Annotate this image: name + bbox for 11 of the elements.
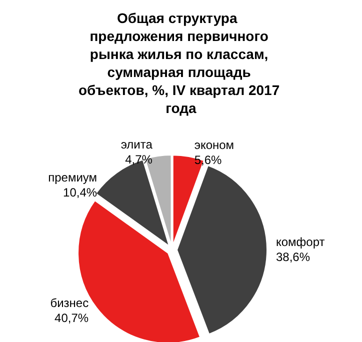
data-label: 40,7% (54, 310, 89, 325)
slice-label: бизнес (50, 296, 89, 310)
chart-title: Общая структура предложения первичного рынка жилья по классам, суммарная площадь объектов, %, IV квартал 2017 года (78, 10, 284, 116)
slice-label: эконом (194, 138, 234, 152)
slice-label: элита (120, 138, 153, 152)
data-label: 4,7% (125, 152, 153, 167)
data-label: 10,4% (63, 185, 98, 200)
slice-label: комфорт (276, 234, 326, 249)
data-label: 38,6% (276, 250, 310, 264)
slice-label: премиум (48, 170, 98, 184)
data-label: 5,6% (194, 153, 222, 168)
